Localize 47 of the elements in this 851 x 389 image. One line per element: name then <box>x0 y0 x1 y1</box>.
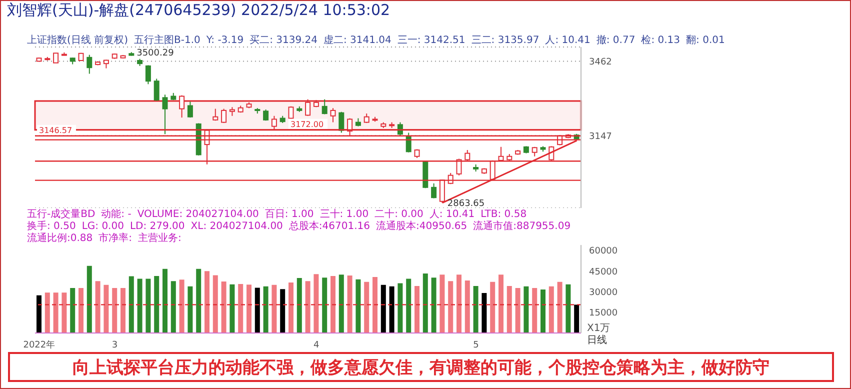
x-tick-label: 4 <box>314 340 320 350</box>
text: 三十: 1.00 <box>320 209 369 221</box>
y-tick-label: 45000 <box>589 267 618 278</box>
y-tick-label: 30000 <box>589 288 618 298</box>
text: 主营业务: <box>138 233 182 245</box>
text: 流通股本:40950.65 <box>376 221 468 233</box>
x-tick-label: 2022年 <box>23 339 56 350</box>
text: 流通比例:0.88 <box>27 233 93 245</box>
text: 五行主图B-1.0 <box>134 35 200 46</box>
ref-line-label: 3146.57 <box>39 126 72 135</box>
annotation: 2863.65 <box>447 199 485 210</box>
text: 总股本:46701.16 <box>288 221 370 233</box>
text: 三一: 3142.51 <box>397 35 466 46</box>
text: XL: 204027104.00 <box>190 221 283 233</box>
text: 撤: 0.77 <box>596 35 636 46</box>
text: 二十: 0.00 <box>374 209 424 220</box>
text: LD: 279.00 <box>130 221 185 232</box>
text: 人: 10.41 <box>545 35 590 46</box>
text: 换手: 0.50 <box>27 221 76 232</box>
text: 五行-成交量BD <box>27 209 96 220</box>
text: 人: 10.41 <box>429 209 475 220</box>
text: 向上试探平台压力的动能不强，做多意愿欠佳，有调整的可能，个股控仓策略为主，做好防守 <box>8 352 834 382</box>
text: 百日: 1.00 <box>264 209 314 220</box>
x-tick-label: 5 <box>473 340 479 350</box>
text: 动能: - <box>101 209 132 221</box>
y-tick-label: 3462 <box>589 57 612 68</box>
text: 买二: 3139.24 <box>250 35 318 46</box>
text: 三二: 3135.97 <box>471 35 540 46</box>
text: LG: 0.00 <box>82 221 124 232</box>
ref-line-label: 3172.00 <box>290 120 324 129</box>
text: 检: 0.13 <box>641 35 680 46</box>
y-axis-title: X1万 <box>587 322 610 334</box>
text: 上证指数(日线 前复权) <box>27 35 128 46</box>
text: Y: -3.19 <box>206 35 244 46</box>
text: 流通市值:887955.09 <box>473 221 571 233</box>
annotation: 3500.29 <box>136 48 174 58</box>
x-tick-label: 3 <box>112 340 118 350</box>
y-tick-label: 15000 <box>589 308 618 319</box>
text: 翻: 0.01 <box>686 35 725 46</box>
text: VOLUME: 204027104.00 <box>137 209 259 221</box>
text: LTB: 0.58 <box>480 209 527 220</box>
x-axis-title: 日线 <box>587 334 607 347</box>
y-tick-label: 3147 <box>589 132 612 142</box>
chart-title: 刘智辉(天山)-解盘(2470645239) 2022/5/24 10:53:02 <box>7 1 390 20</box>
text: 市净率: <box>98 233 132 245</box>
y-tick-label: 60000 <box>589 246 618 257</box>
text: 虚二: 3141.04 <box>323 35 392 46</box>
